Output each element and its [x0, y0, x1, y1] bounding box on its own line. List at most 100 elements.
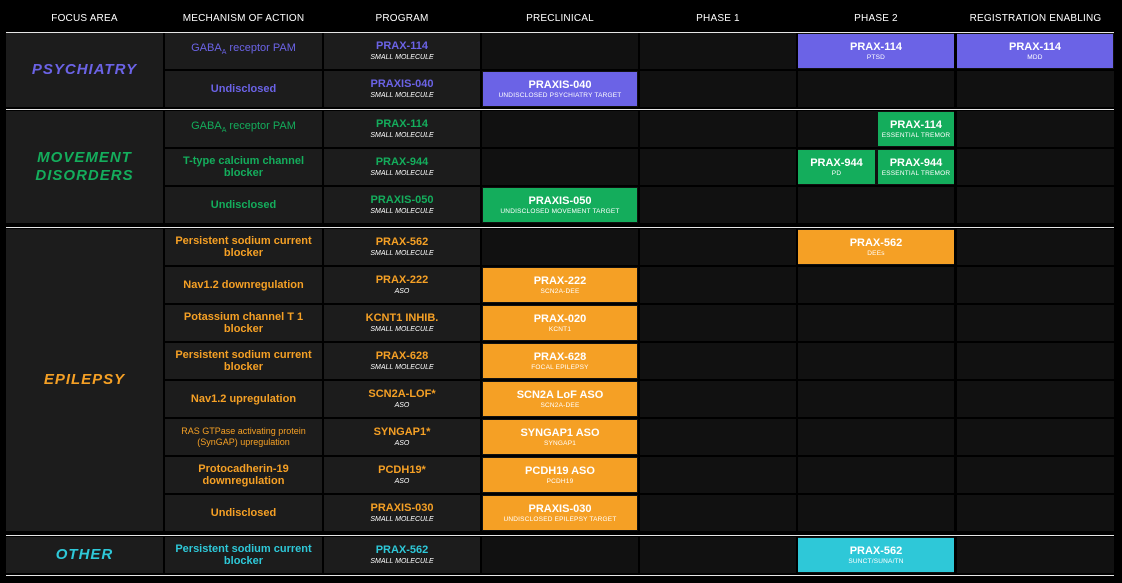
program-cell: PRAXIS-040 SMALL MOLECULE	[324, 71, 480, 107]
mechanism-text: Persistent sodium current blocker	[175, 349, 312, 373]
bar-program-name: PRAX-944	[810, 156, 863, 169]
column-header-mechanism-of-action: MECHANISM OF ACTION	[182, 13, 305, 24]
stage-cell-p2	[798, 71, 954, 107]
bar-program-name: PRAXIS-030	[528, 502, 592, 515]
program-modality: SMALL MOLECULE	[370, 170, 434, 177]
mechanism-text: Potassium channel T 1 blocker	[183, 311, 304, 335]
program-modality: SMALL MOLECULE	[370, 364, 434, 371]
stage-cell-p2	[798, 495, 954, 531]
bar-program-name: PRAX-562	[849, 236, 903, 249]
mechanism-text-rest: receptor PAM	[226, 42, 296, 55]
pipeline-bar: PRAX-020 KCNT1	[483, 306, 637, 340]
pipeline-bar: SYNGAP1 ASO SYNGAP1	[483, 420, 637, 454]
stage-cell-reg	[957, 111, 1114, 147]
program-modality: SMALL MOLECULE	[370, 92, 434, 99]
stage-cell-p1	[640, 187, 796, 223]
program-name: PRAXIS-030	[370, 502, 434, 514]
mechanism-subscript: A	[221, 127, 227, 135]
pipeline-bar: PRAX-562 SUNCT/SUNA/TN	[798, 538, 954, 572]
group-divider	[6, 227, 1114, 228]
program-cell: PRAX-628 SMALL MOLECULE	[324, 343, 480, 379]
mechanism-text: Undisclosed	[210, 507, 277, 519]
program-modality: SMALL MOLECULE	[370, 250, 434, 257]
stage-cell-pre	[482, 229, 638, 265]
column-header-preclinical: PRECLINICAL	[526, 13, 594, 24]
bar-indication: DEEs	[867, 249, 885, 257]
focus-area-label: DISORDERS	[35, 167, 134, 184]
program-cell: SYNGAP1* ASO	[324, 419, 480, 455]
program-cell: PRAX-562 SMALL MOLECULE	[324, 537, 480, 573]
stage-cell-reg	[957, 537, 1114, 573]
bar-indication: PTSD	[866, 53, 886, 61]
stage-cell-p1	[640, 33, 796, 69]
mechanism-cell: T-type calcium channel blocker	[165, 149, 322, 185]
program-modality: SMALL MOLECULE	[370, 132, 434, 139]
stage-cell-p1	[640, 267, 796, 303]
bar-program-name: PRAX-222	[533, 274, 587, 287]
mechanism-subscript: A	[221, 49, 227, 57]
bar-program-name: PRAXIS-040	[528, 78, 592, 91]
stage-cell-p1	[640, 537, 796, 573]
pipeline-bar: PRAXIS-050 UNDISCLOSED MOVEMENT TARGET	[483, 188, 637, 222]
bar-program-name: SYNGAP1 ASO	[520, 426, 600, 439]
program-modality: SMALL MOLECULE	[370, 558, 434, 565]
program-cell: KCNT1 INHIB. SMALL MOLECULE	[324, 305, 480, 341]
group-divider	[6, 32, 1114, 33]
program-cell: PRAX-114 SMALL MOLECULE	[324, 33, 480, 69]
focus-area-label: OTHER	[55, 546, 114, 563]
stage-cell-pre	[482, 111, 638, 147]
bar-program-name: PCDH19 ASO	[525, 464, 595, 477]
mechanism-cell: RAS GTPase activating protein (SynGAP) u…	[165, 419, 322, 455]
program-cell: PRAX-562 SMALL MOLECULE	[324, 229, 480, 265]
program-cell: SCN2A-LOF* ASO	[324, 381, 480, 417]
pipeline-bar: PRAX-628 FOCAL EPILEPSY	[483, 344, 637, 378]
bar-indication: UNDISCLOSED EPILEPSY TARGET	[503, 515, 617, 523]
program-cell: PRAX-944 SMALL MOLECULE	[324, 149, 480, 185]
mechanism-cell: Undisclosed	[165, 495, 322, 531]
bar-program-name: PRAX-562	[849, 544, 903, 557]
pipeline-bar: SCN2A LoF ASO SCN2A-DEE	[483, 382, 637, 416]
program-modality: SMALL MOLECULE	[370, 326, 434, 333]
mechanism-text: Nav1.2 downregulation	[183, 279, 304, 291]
stage-cell-p2	[798, 343, 954, 379]
stage-cell-reg	[957, 305, 1114, 341]
program-name: PCDH19*	[378, 464, 426, 476]
pipeline-bar: PRAX-944 PD	[798, 150, 875, 184]
stage-cell-p1	[640, 419, 796, 455]
mechanism-cell: Undisclosed	[165, 71, 322, 107]
mechanism-text: Nav1.2 upregulation	[190, 393, 297, 405]
mechanism-cell: GABAA receptor PAM	[165, 33, 322, 69]
mechanism-cell: Potassium channel T 1 blocker	[165, 305, 322, 341]
program-cell: PCDH19* ASO	[324, 457, 480, 493]
bar-indication: FOCAL EPILEPSY	[531, 363, 589, 371]
pipeline-bar: PRAX-562 DEEs	[798, 230, 954, 264]
program-name: PRAX-944	[375, 156, 429, 168]
bar-program-name: PRAX-114	[1009, 40, 1061, 53]
program-name: SCN2A-LOF*	[368, 388, 436, 400]
stage-cell-reg	[957, 381, 1114, 417]
program-cell: PRAXIS-050 SMALL MOLECULE	[324, 187, 480, 223]
stage-cell-reg	[957, 457, 1114, 493]
pipeline-bar: PRAX-114 PTSD	[798, 34, 954, 68]
focus-area-label: PSYCHIATRY	[31, 61, 138, 78]
program-name: SYNGAP1*	[373, 426, 431, 438]
program-modality: SMALL MOLECULE	[370, 516, 434, 523]
stage-cell-pre	[482, 33, 638, 69]
program-name: PRAX-114	[376, 40, 428, 52]
column-header-registration-enabling: REGISTRATION ENABLING	[969, 13, 1102, 24]
program-modality: ASO	[394, 440, 410, 447]
mechanism-text: Undisclosed	[210, 83, 277, 95]
stage-cell-p1	[640, 229, 796, 265]
mechanism-cell: Nav1.2 downregulation	[165, 267, 322, 303]
stage-cell-p2	[798, 187, 954, 223]
program-name: KCNT1 INHIB.	[365, 312, 439, 324]
column-header-focus-area: FOCUS AREA	[51, 13, 118, 24]
program-name: PRAX-114	[376, 118, 428, 130]
mechanism-text: T-type calcium channel blocker	[182, 155, 305, 179]
bar-program-name: PRAX-114	[890, 118, 942, 131]
stage-cell-p1	[640, 71, 796, 107]
mechanism-cell: Undisclosed	[165, 187, 322, 223]
mechanism-text: Undisclosed	[210, 199, 277, 211]
bar-indication: UNDISCLOSED PSYCHIATRY TARGET	[498, 91, 622, 99]
pipeline-bar: PRAX-114 ESSENTIAL TREMOR	[878, 112, 954, 146]
